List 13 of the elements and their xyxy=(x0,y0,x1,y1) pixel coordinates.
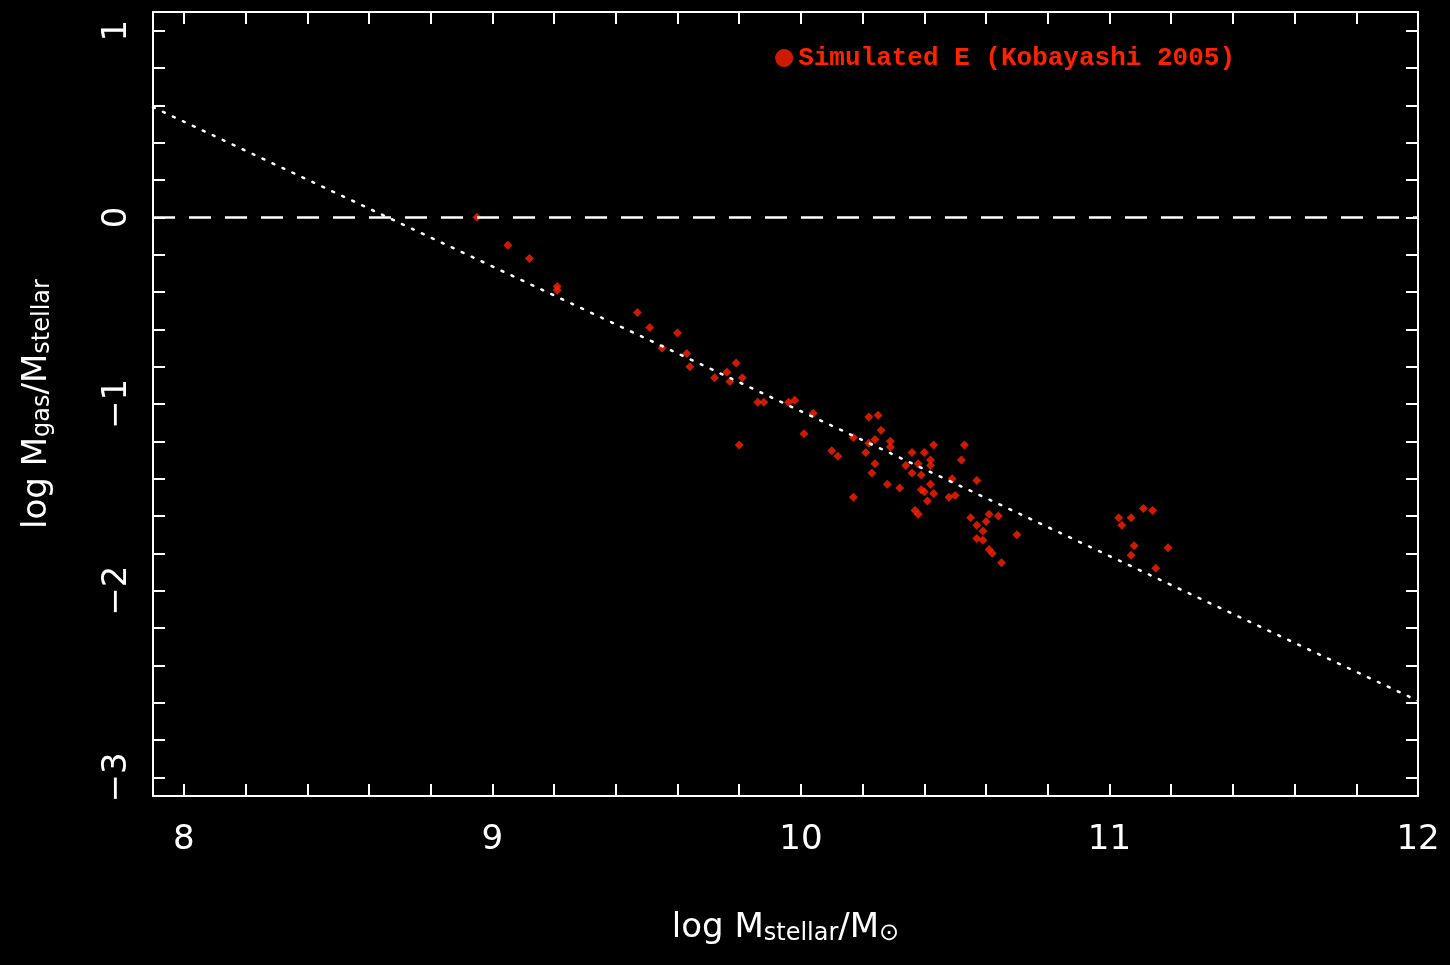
x-tick-label: 9 xyxy=(481,817,504,857)
x-tick-label: 12 xyxy=(1396,817,1440,857)
y-tick-label: −3 xyxy=(94,752,134,803)
x-tick-label: 8 xyxy=(173,817,195,857)
y-tick-label: −1 xyxy=(94,378,134,430)
y-axis-title: log Mgas/Mstellar xyxy=(14,278,55,529)
y-tick-label: −2 xyxy=(94,565,134,616)
x-tick-label: 10 xyxy=(779,817,823,857)
y-tick-label: 1 xyxy=(94,19,134,42)
x-tick-label: 11 xyxy=(1087,817,1132,857)
x-axis-title: log Mstellar/M⊙ xyxy=(671,905,900,946)
y-tick-label: 0 xyxy=(94,206,134,229)
legend-label: Simulated E (Kobayashi 2005) xyxy=(798,43,1235,73)
